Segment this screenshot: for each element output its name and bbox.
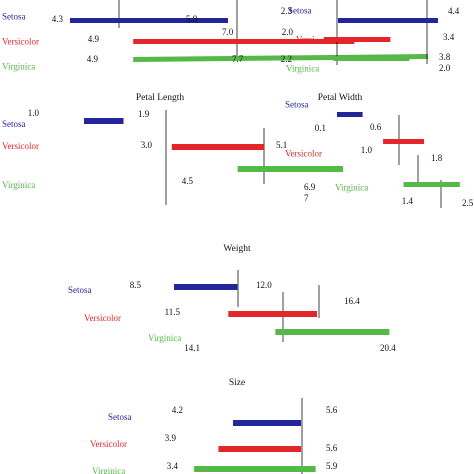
max-value-label: 2.5	[462, 198, 474, 208]
max-value-label: 5.6	[326, 443, 338, 453]
min-value-label: 2.2	[281, 54, 292, 64]
min-value-label: 1.4	[402, 196, 414, 206]
min-value-label: 3.9	[165, 433, 177, 443]
species-label: Setosa	[108, 412, 132, 422]
panel-title: Petal Width	[318, 93, 363, 103]
max-value-label: 5.6	[326, 405, 338, 415]
min-value-label: 11.5	[165, 307, 181, 317]
panel-title: Weight	[223, 244, 251, 254]
species-label: Versicolor	[2, 141, 39, 151]
range-bar-setosa	[338, 18, 438, 23]
min-value-label: 2.3	[281, 6, 293, 16]
max-value-label: 12.0	[256, 280, 272, 290]
panel-title: Petal Length	[136, 93, 185, 103]
species-label: Virginica	[148, 333, 181, 343]
range-bar-versicolor	[228, 311, 317, 317]
range-bar-virginica	[275, 329, 390, 335]
max-value-label: 5.1	[276, 140, 287, 150]
range-bar-virginica	[333, 56, 410, 61]
max-value-label: 7.0	[222, 27, 234, 37]
max-value-label: 0.6	[370, 122, 382, 132]
max-value-label: 5.8	[186, 14, 198, 24]
species-label: Setosa	[68, 285, 92, 295]
min-value-label: 4.9	[87, 54, 99, 64]
max-value-label: 1.9	[138, 109, 150, 119]
species-label: Versi	[296, 35, 315, 45]
max-value-label: 3.8	[439, 52, 451, 62]
species-label: Versicolor	[2, 37, 39, 47]
range-bar-virginica	[403, 182, 460, 187]
species-label: Virginica	[335, 183, 368, 193]
min-value-label: 14.1	[184, 343, 200, 353]
range-bar-versicolor	[383, 139, 425, 144]
species-label: Virginica	[286, 64, 319, 74]
min-value-label: 4.3	[52, 14, 64, 24]
extra-value-label: 2.0	[439, 63, 451, 73]
species-label: Setosa	[2, 119, 26, 129]
min-value-label: 3.4	[167, 461, 179, 471]
max-value-label: 4.4	[448, 6, 460, 16]
species-label: Setosa	[288, 6, 312, 16]
extra-value-label: 7	[304, 193, 309, 203]
max-value-label: 6.9	[304, 182, 316, 192]
species-label: Versicolor	[84, 313, 121, 323]
range-bar-virginica	[194, 466, 316, 472]
species-label: Virginica	[2, 62, 35, 72]
min-value-label: 4.5	[182, 176, 194, 186]
max-value-label: 16.4	[344, 296, 360, 306]
species-label: Virginica	[92, 466, 125, 474]
range-bar-versicolor	[171, 144, 264, 150]
max-value-label: 7.7	[232, 54, 244, 64]
range-bar-setosa	[337, 112, 363, 117]
max-value-label: 3.4	[443, 32, 455, 42]
range-bar-setosa	[174, 284, 238, 290]
species-label: Setosa	[285, 100, 309, 110]
min-value-label: 3.0	[141, 140, 153, 150]
species-label: Virginica	[2, 180, 35, 190]
max-value-label: 1.8	[431, 153, 443, 163]
range-bar-setosa	[84, 118, 124, 124]
range-bar-virginica	[237, 166, 344, 172]
range-bar-versicolor	[133, 39, 355, 44]
min-value-label: 1.0	[28, 108, 40, 118]
max-value-label: 5.9	[326, 461, 338, 471]
range-bar-versi	[323, 37, 391, 42]
species-label: Setosa	[2, 12, 26, 22]
species-label: Versicolor	[90, 439, 127, 449]
species-label: Versicolor	[285, 149, 322, 159]
max-value-label: 20.4	[380, 343, 396, 353]
range-bar-setosa	[70, 18, 228, 23]
min-value-label: 1.0	[361, 145, 373, 155]
min-value-label: 0.1	[315, 123, 326, 133]
min-value-label: 2.0	[282, 27, 294, 37]
min-value-label: 4.2	[172, 405, 183, 415]
min-value-label: 8.5	[130, 280, 142, 290]
range-bar-versicolor	[218, 446, 302, 452]
min-value-label: 4.9	[88, 34, 100, 44]
range-bar-setosa	[233, 420, 302, 426]
panel-title: Size	[229, 378, 245, 388]
